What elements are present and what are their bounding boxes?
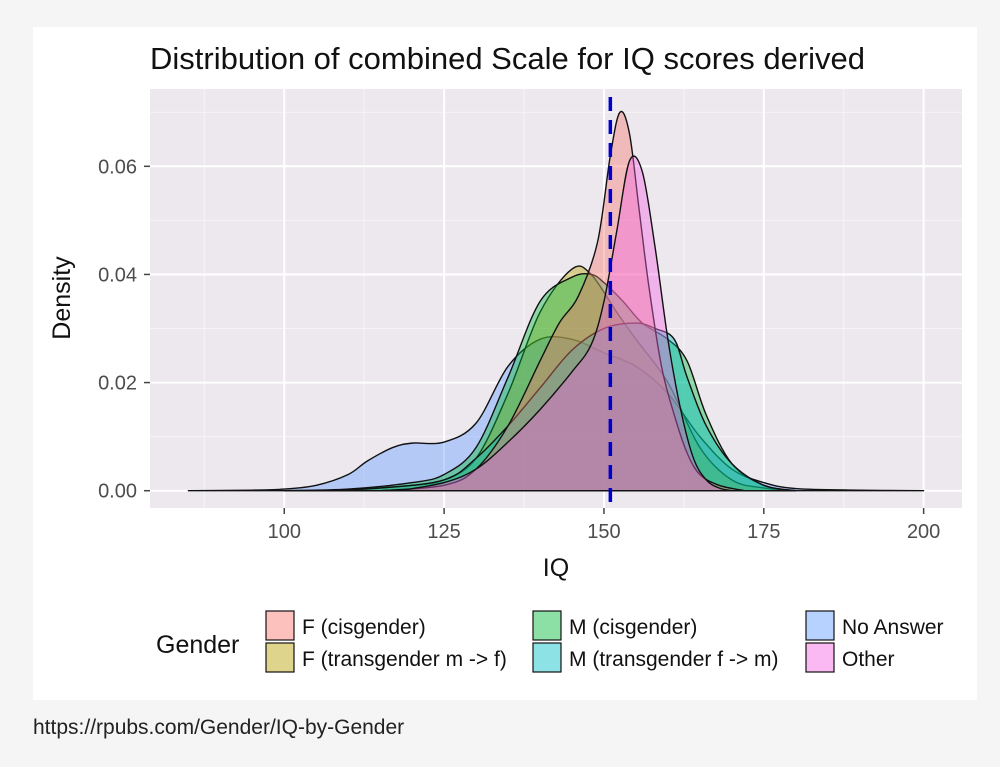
x-tick-label: 200 bbox=[907, 521, 940, 543]
y-tick-label: 0.06 bbox=[98, 156, 137, 178]
iq-density-chart: Distribution of combined Scale for IQ sc… bbox=[48, 41, 962, 673]
legend-key-f-cisgender bbox=[265, 610, 295, 641]
x-axis: 100 125 150 175 200 bbox=[268, 508, 940, 543]
density-area-f-transgender-m-f bbox=[283, 265, 797, 492]
legend-label-m-cisgender: M (cisgender) bbox=[569, 616, 697, 639]
figure-card: Distribution of combined Scale for IQ sc… bbox=[33, 27, 977, 700]
legend-key-other bbox=[805, 642, 835, 673]
x-tick-label: 100 bbox=[268, 521, 301, 543]
y-axis: 0.00 0.02 0.04 0.06 bbox=[98, 156, 150, 503]
legend-items: F (cisgender) F (transgender m -> f) M (ci… bbox=[265, 610, 944, 673]
density-area-m-transgender-f-m bbox=[315, 322, 797, 492]
legend-key-no-answer bbox=[805, 610, 835, 641]
density-area-f-cisgender bbox=[379, 110, 746, 492]
legend-label-no-answer: No Answer bbox=[842, 616, 944, 639]
legend: Gender F (cisgender) F (transgender m -> … bbox=[156, 610, 944, 673]
y-tick-label: 0.00 bbox=[98, 481, 137, 503]
legend-key-m-cisgender bbox=[532, 610, 562, 641]
chart-title: Distribution of combined Scale for IQ sc… bbox=[150, 41, 865, 76]
x-axis-label: IQ bbox=[543, 554, 569, 582]
density-area-m-cisgender bbox=[283, 273, 797, 492]
y-tick-label: 0.02 bbox=[98, 373, 137, 395]
legend-label-other: Other bbox=[842, 648, 895, 671]
density-area-other bbox=[398, 155, 733, 492]
density-areas bbox=[187, 110, 925, 492]
source-url: https://rpubs.com/Gender/IQ-by-Gender bbox=[33, 716, 405, 739]
legend-label-f-cisgender: F (cisgender) bbox=[302, 616, 426, 639]
legend-key-m-transgender-f-m bbox=[532, 642, 562, 673]
y-axis-label: Density bbox=[48, 256, 76, 340]
x-tick-label: 175 bbox=[747, 521, 780, 543]
legend-label-f-transgender-m-f: F (transgender m -> f) bbox=[302, 648, 507, 671]
legend-key-f-transgender-m-f bbox=[265, 642, 295, 673]
minor-gridlines bbox=[150, 89, 962, 508]
x-tick-label: 150 bbox=[587, 521, 620, 543]
legend-label-m-transgender-f-m: M (transgender f -> m) bbox=[569, 648, 778, 671]
legend-title: Gender bbox=[156, 631, 239, 659]
y-tick-label: 0.04 bbox=[98, 264, 137, 286]
plot-panel bbox=[150, 89, 962, 508]
x-tick-label: 125 bbox=[427, 521, 460, 543]
